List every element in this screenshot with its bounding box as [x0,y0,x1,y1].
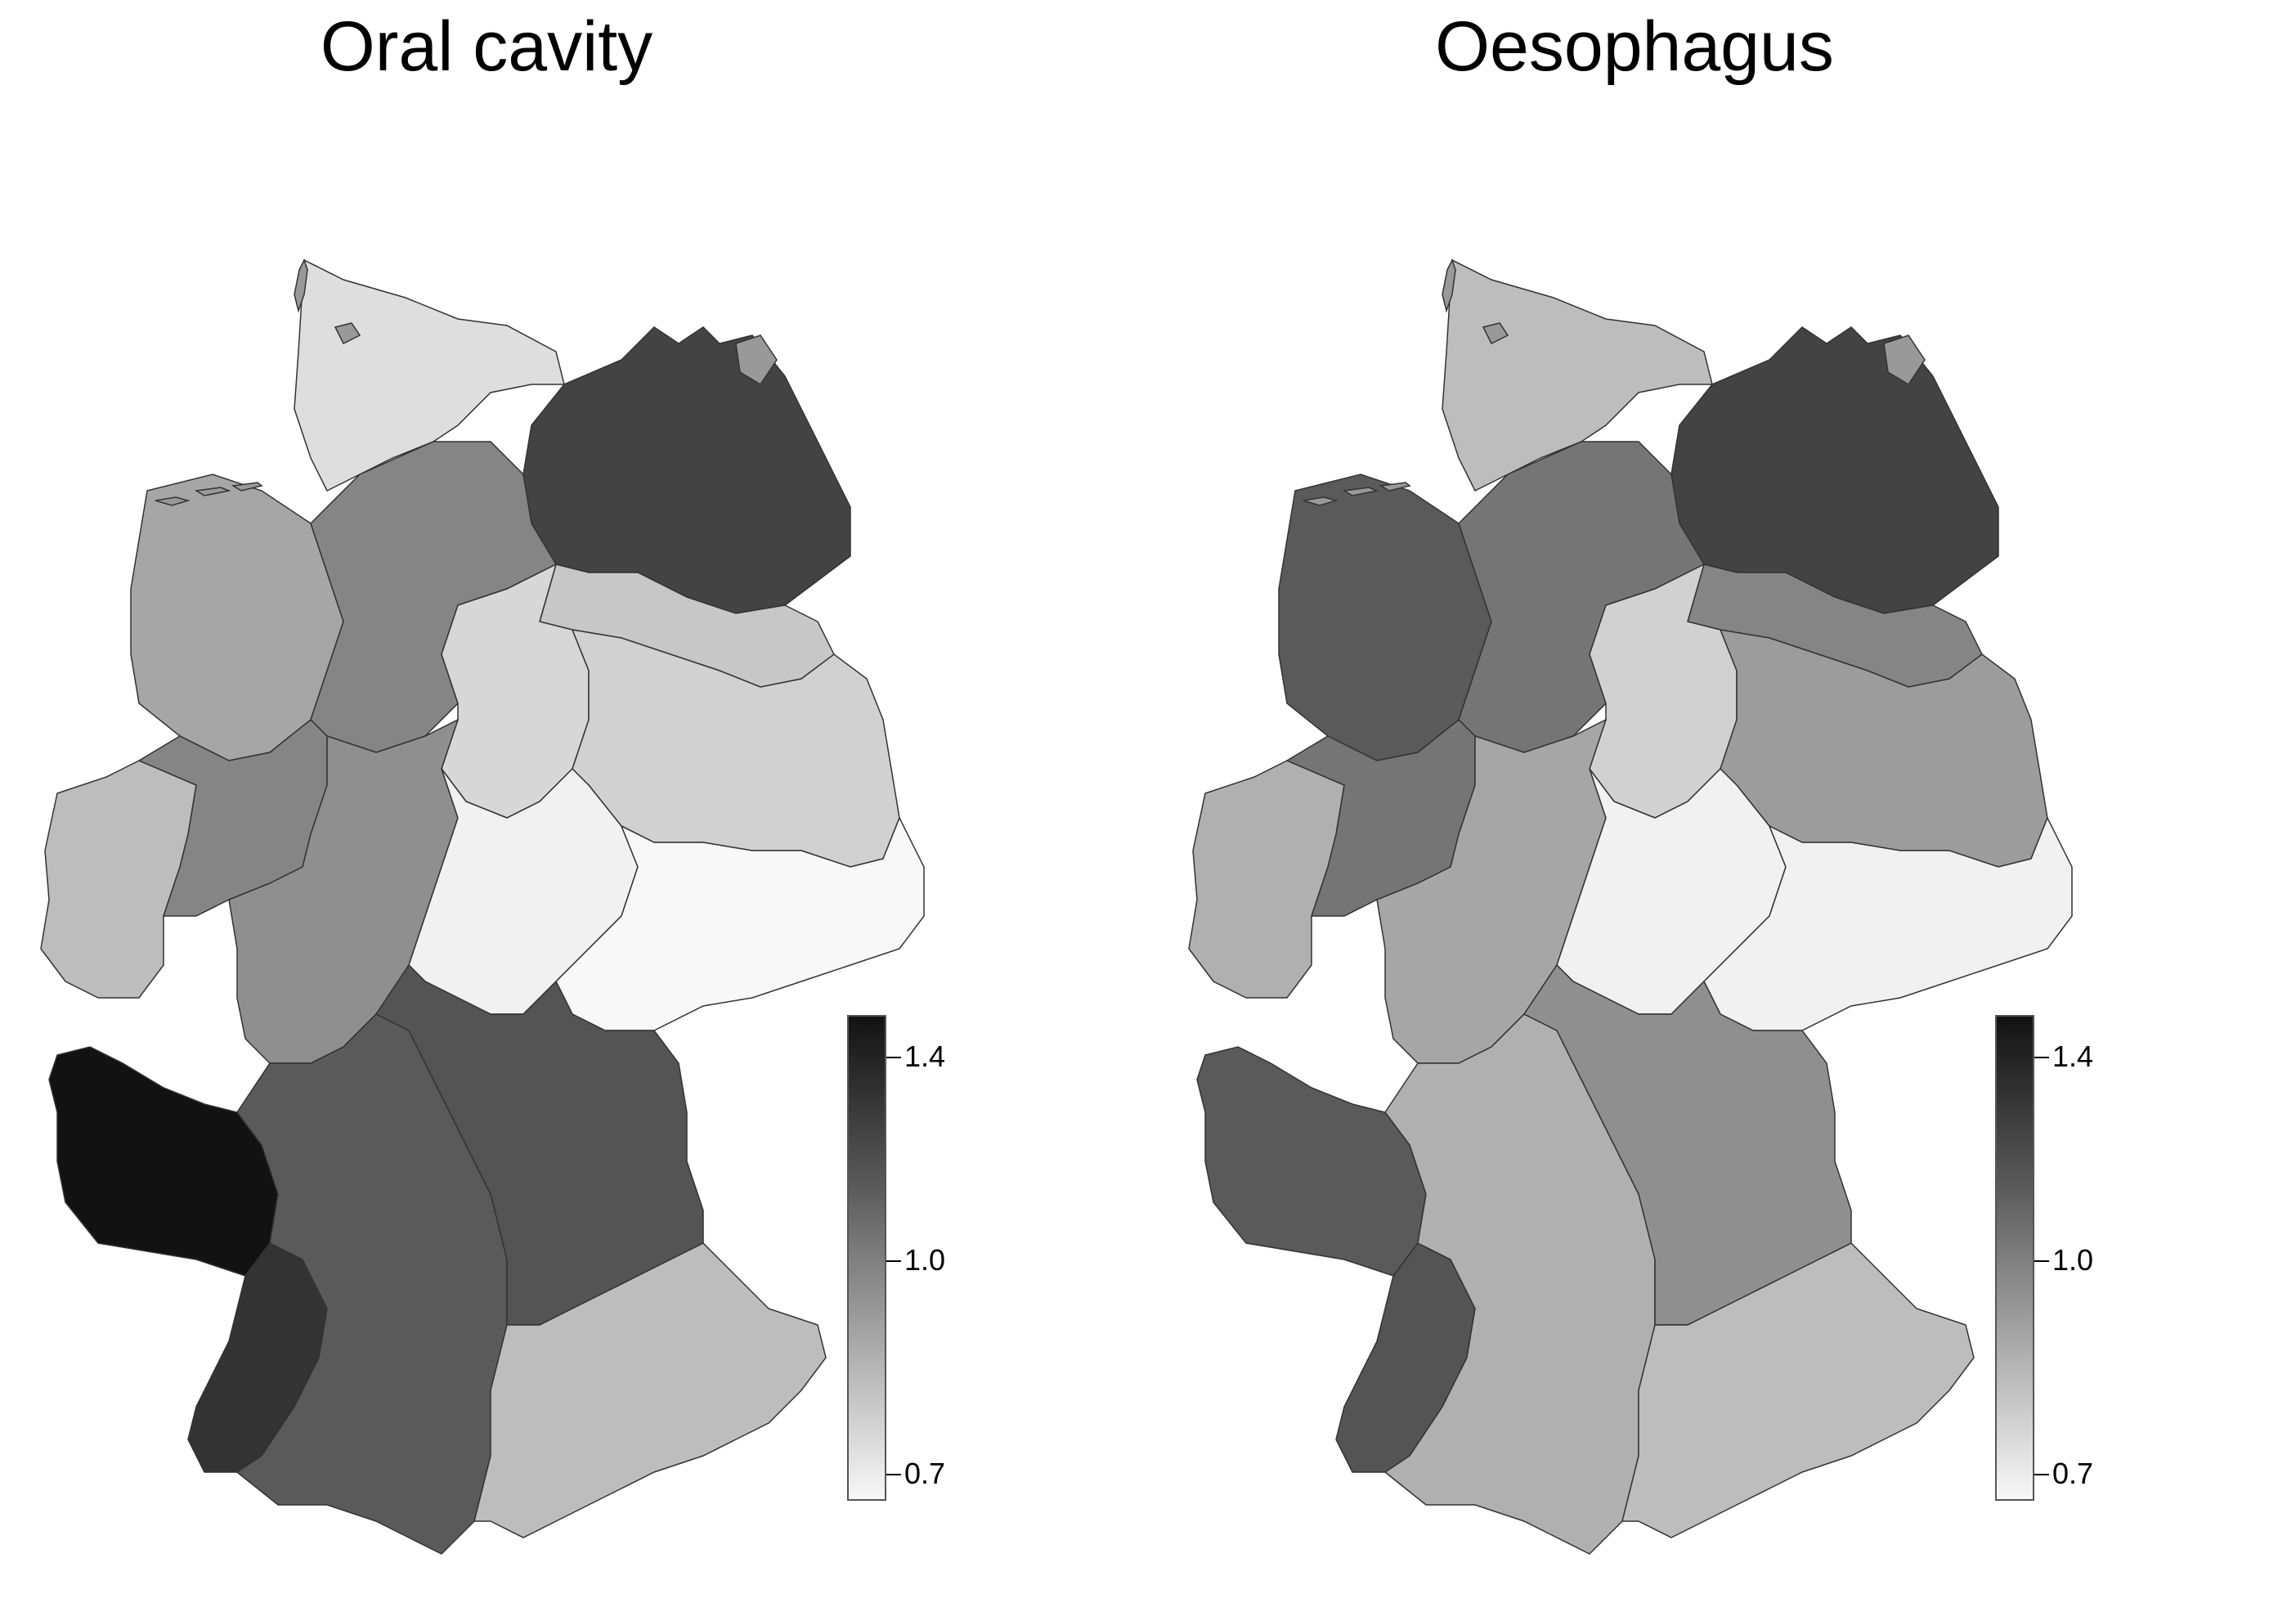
island [155,496,191,506]
region-schleswig-holstein [1442,258,1713,492]
island [1442,258,1456,313]
legend-tick-label: 1.4 [904,1040,946,1073]
island [1883,335,1926,386]
legend-tick [2034,1057,2049,1058]
legend-tick [2034,1474,2049,1475]
map-panel-oral-cavity: Oral cavity 1.4 1.0 0.7 [40,7,946,1555]
legend-tick-label: 0.7 [904,1457,946,1490]
region-saxony [1703,816,2073,1031]
legend-tick [2034,1260,2049,1262]
region-rhineland-palatinate-saarland [48,1046,279,1277]
germany-map [40,258,925,1555]
region-saxony [555,816,925,1031]
legend-tick-label: 1.4 [2052,1040,2094,1073]
map-panel-oesophagus: Oesophagus 1.4 1.0 0.7 [1148,0,2296,1621]
region-schleswig-holstein [294,258,565,492]
island [1342,487,1379,496]
island [294,258,308,313]
legend-tick-label: 0.7 [2052,1457,2094,1490]
island [231,482,263,492]
map-title: Oesophagus [1435,7,1834,86]
color-legend-bar [1995,1015,2034,1501]
color-legend-bar [847,1015,886,1501]
germany-map [1188,258,2073,1555]
island [1303,496,1339,506]
island [194,487,231,496]
region-bavaria-south [473,1242,827,1538]
region-bavaria-south [1621,1242,1975,1538]
legend-tick [886,1474,901,1475]
legend-tick [886,1057,901,1058]
island [334,322,361,345]
region-rhineland-palatinate-saarland [1196,1046,1427,1277]
island [1482,322,1509,345]
map-title: Oral cavity [320,7,653,86]
legend-tick-label: 1.0 [2052,1243,2094,1277]
island [1379,482,1411,492]
island [735,335,778,386]
legend-tick [886,1260,901,1262]
legend-tick-label: 1.0 [904,1243,946,1277]
